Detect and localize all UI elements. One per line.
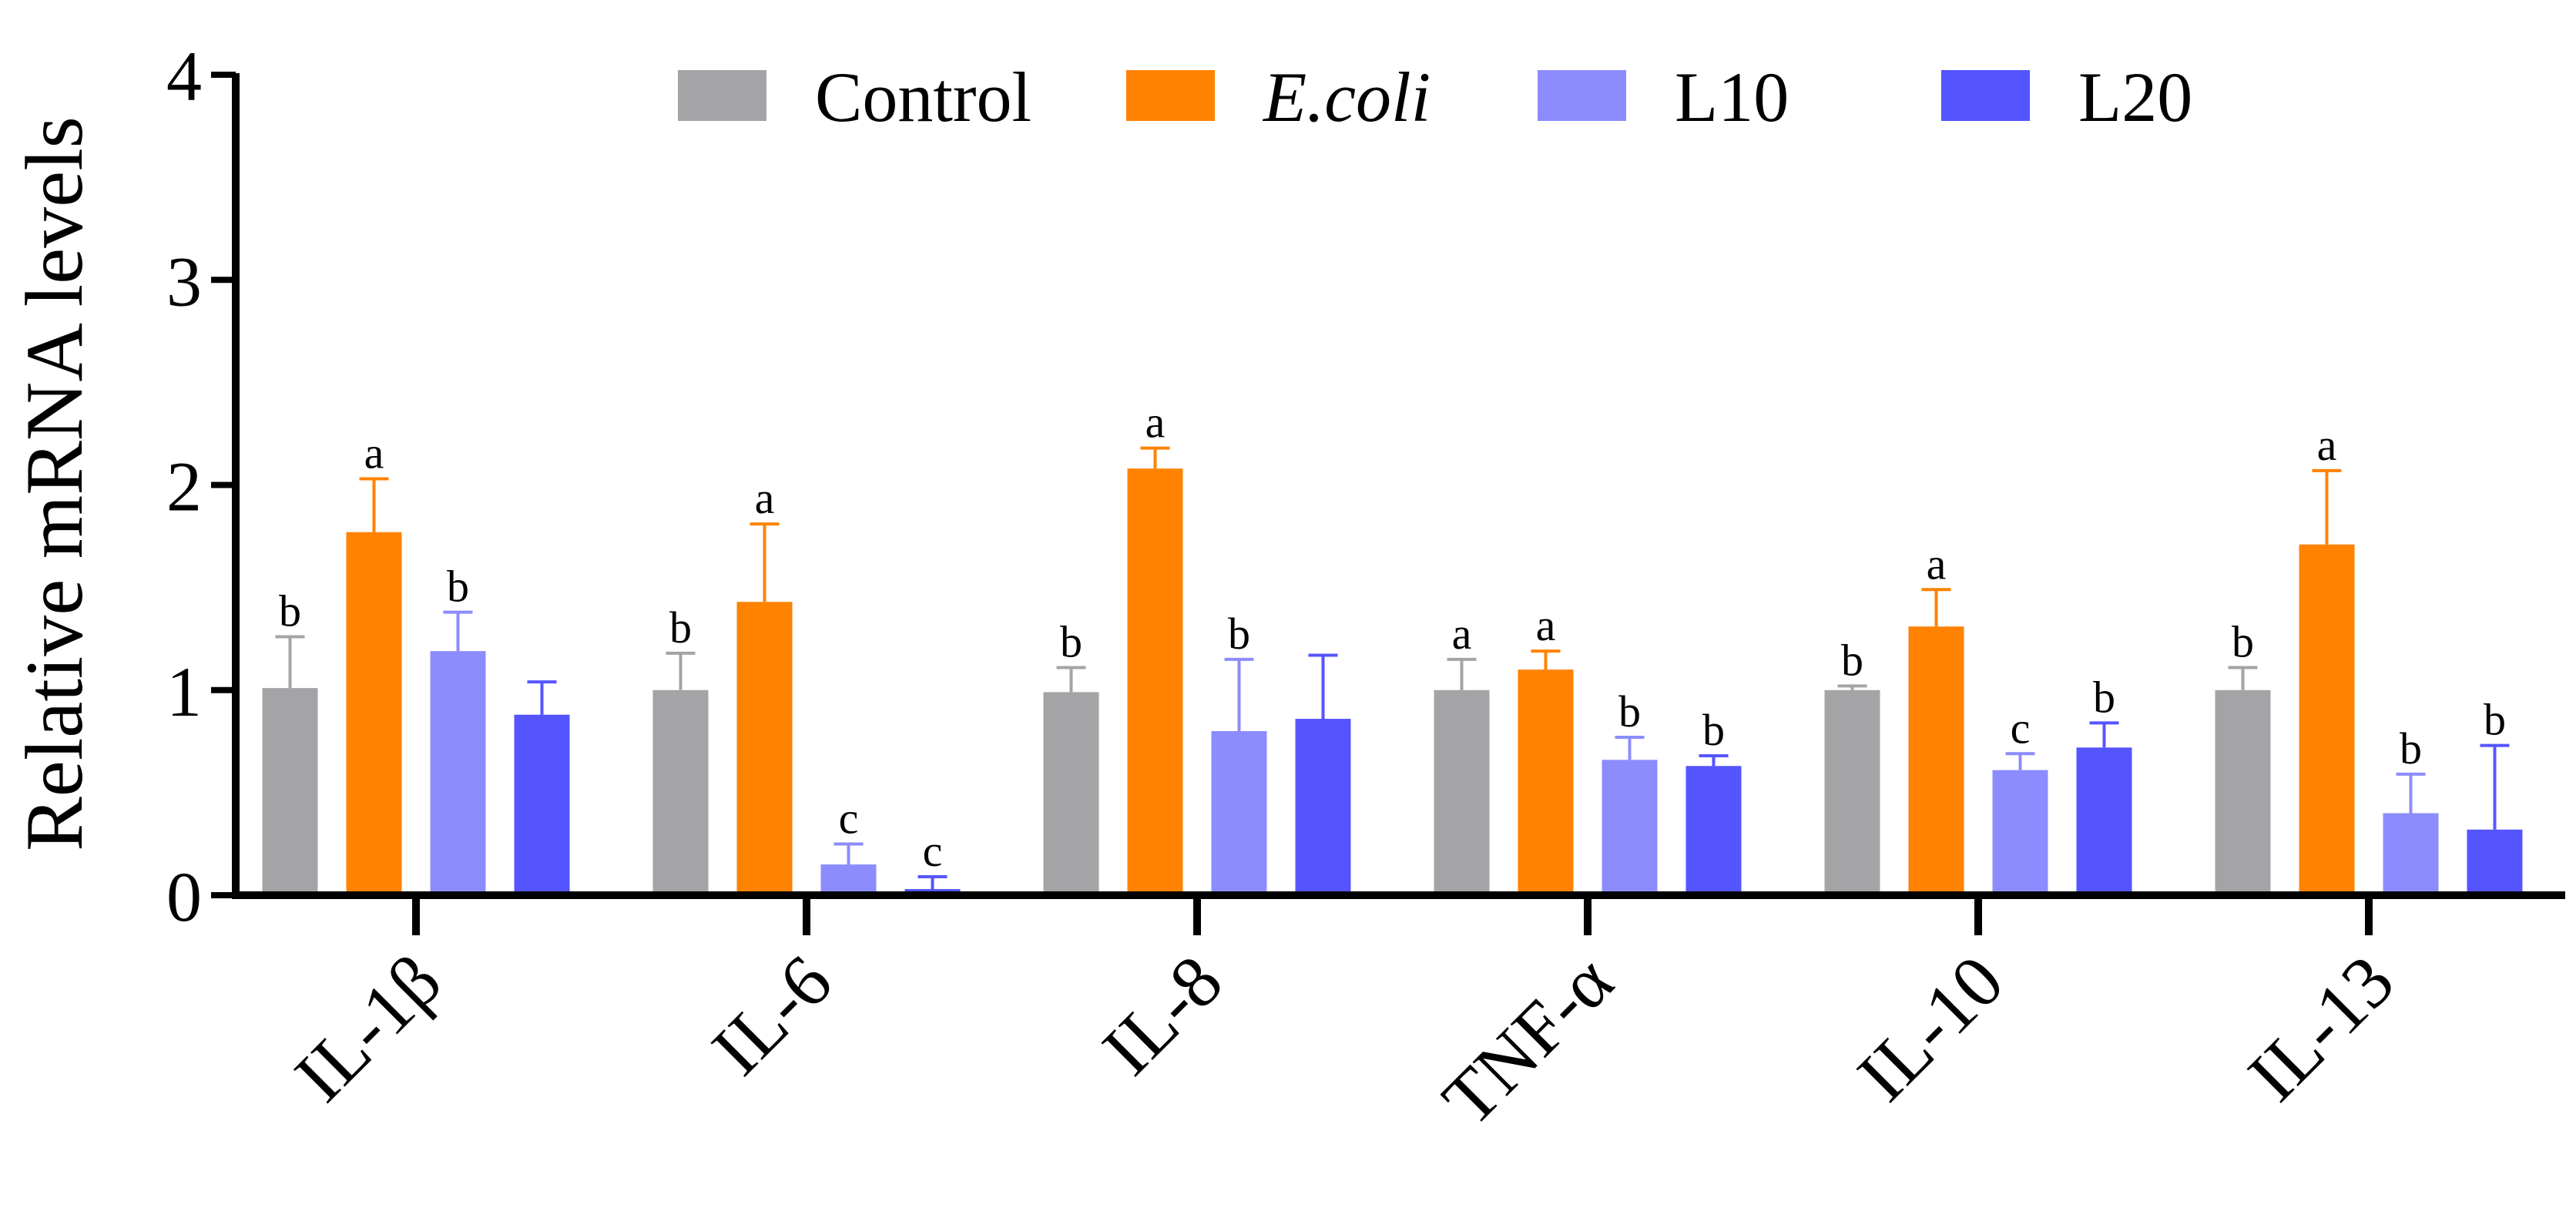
bar-IL-10-L20 [2076, 747, 2132, 895]
bar-TNF-α-E.coli [1518, 669, 1574, 895]
x-tick-label: TNF-α [1427, 939, 1628, 1141]
y-tick-label: 2 [166, 448, 202, 526]
bar-IL-10-E.coli [1908, 626, 1964, 895]
significance-letter: b [447, 562, 469, 612]
axes: 0 1 2 3 4 IL-1β IL-6 IL-8 TNF-α IL-10 IL-13 [166, 37, 2565, 1141]
bar-IL-6-Control [652, 690, 709, 895]
bar-IL-1β-L20 [514, 714, 570, 895]
bar-TNF-α-L10 [1602, 760, 1658, 895]
significance-letter: b [2093, 672, 2115, 722]
significance-letter: c [2011, 703, 2031, 753]
y-axis-label: Relative mRNA levels [9, 116, 99, 851]
legend-label: E.coli [1262, 58, 1431, 136]
significance-letter: b [1228, 609, 1250, 659]
bar-IL-6-E.coli [736, 602, 793, 895]
bar-TNF-α-Control [1434, 690, 1490, 895]
significance-letter: b [1702, 705, 1725, 755]
y-tick-label: 4 [166, 37, 202, 116]
bar-IL-1β-L10 [430, 651, 486, 895]
significance-letter: c [839, 793, 859, 843]
bar-IL-8-L10 [1211, 731, 1267, 895]
significance-letter: b [1060, 616, 1082, 666]
bar-IL-13-Control [2215, 690, 2271, 895]
significance-letter: c [923, 826, 943, 876]
legend-label: Control [815, 58, 1031, 136]
bar-IL-1β-E.coli [346, 532, 402, 895]
significance-letter: b [2400, 723, 2422, 773]
x-tick-label: IL-13 [2232, 939, 2410, 1116]
x-tick-label: IL-10 [1842, 939, 2019, 1116]
y-tick-label: 3 [166, 242, 202, 320]
legend-label: L20 [2078, 58, 2192, 136]
bar-marks: b b b a b b a a a a a a b c b b c b c b b b [262, 398, 2523, 895]
bar-IL-8-Control [1043, 692, 1099, 895]
bar-IL-10-L10 [1992, 770, 2048, 895]
legend: Control E.coli L10 L20 [678, 58, 2192, 136]
bar-IL-13-E.coli [2299, 544, 2355, 895]
bar-IL-10-Control [1824, 690, 1880, 895]
significance-letter: a [1927, 539, 1947, 589]
bar-IL-6-L10 [820, 864, 877, 895]
significance-letter: b [1618, 686, 1641, 737]
x-tick-label: IL-8 [1087, 939, 1238, 1090]
y-tick-label: 0 [166, 857, 202, 936]
legend-label: L10 [1675, 58, 1789, 136]
bar-IL-8-L20 [1295, 719, 1351, 895]
significance-letter: a [2317, 420, 2337, 470]
significance-letter: b [2484, 695, 2506, 745]
x-tick-label: IL-6 [696, 939, 847, 1090]
legend-swatch-Control [678, 70, 766, 121]
significance-letter: b [669, 602, 692, 653]
significance-letter: a [1145, 398, 1166, 448]
legend-swatch-E.coli [1126, 70, 1215, 121]
significance-letter: a [755, 473, 775, 523]
bar-IL-8-E.coli [1127, 468, 1183, 895]
significance-letter: a [1536, 600, 1556, 650]
bar-TNF-α-L20 [1685, 766, 1742, 895]
bar-IL-13-L10 [2383, 813, 2439, 895]
significance-letter: b [279, 586, 301, 636]
significance-letter: b [2232, 616, 2254, 666]
legend-swatch-L10 [1538, 70, 1626, 121]
bar-IL-1β-Control [262, 688, 318, 895]
significance-letter: a [364, 428, 384, 478]
significance-letter: a [1452, 609, 1472, 659]
y-tick-label: 1 [166, 653, 202, 731]
bar-IL-13-L20 [2467, 829, 2523, 895]
x-tick-label: IL-1β [279, 939, 457, 1117]
significance-letter: b [1841, 635, 1863, 685]
legend-swatch-L20 [1941, 70, 2030, 121]
